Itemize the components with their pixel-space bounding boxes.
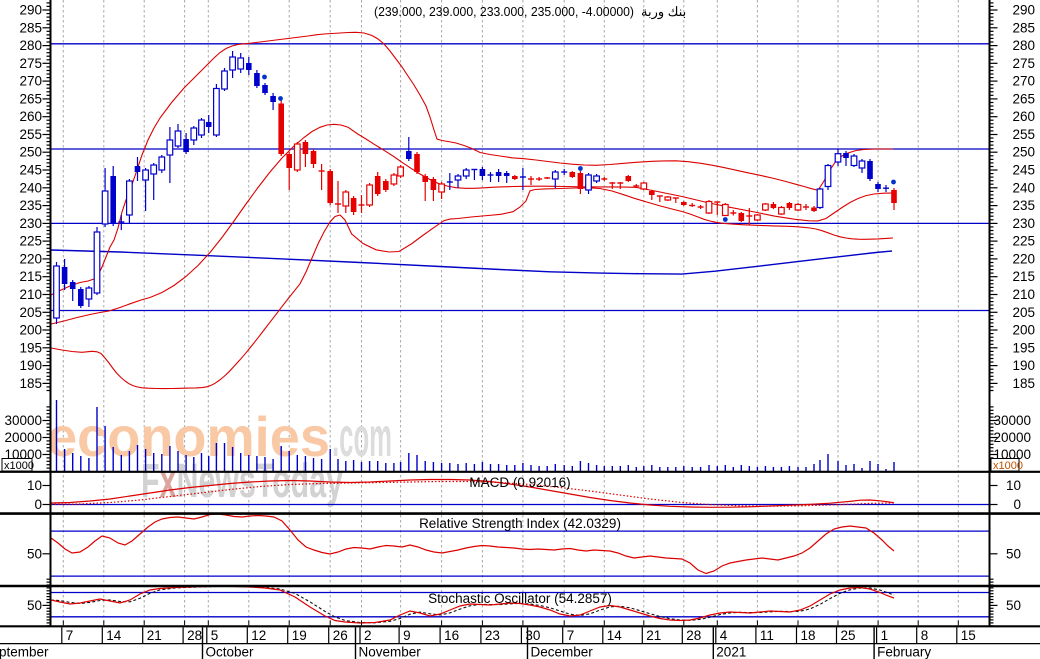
svg-text:23: 23	[485, 628, 500, 643]
svg-text:185: 185	[19, 376, 42, 391]
svg-text:270: 270	[19, 74, 42, 89]
svg-text:4: 4	[720, 628, 728, 643]
svg-text:MACD (0.92016): MACD (0.92016)	[469, 475, 570, 490]
svg-text:185: 185	[1012, 376, 1035, 391]
svg-text:50: 50	[27, 598, 42, 613]
svg-text:215: 215	[19, 269, 42, 284]
svg-text:30000: 30000	[993, 413, 1031, 428]
svg-text:8: 8	[921, 628, 929, 643]
svg-text:Relative Strength Index (42.03: Relative Strength Index (42.0329)	[419, 516, 621, 531]
svg-text:270: 270	[1012, 74, 1035, 89]
svg-text:1: 1	[881, 628, 889, 643]
svg-text:50: 50	[1006, 598, 1021, 613]
svg-text:195: 195	[19, 340, 42, 355]
svg-text:50: 50	[27, 546, 42, 561]
svg-text:235: 235	[19, 198, 42, 213]
svg-text:200: 200	[1012, 323, 1035, 338]
svg-text:Stochastic Oscillator (54.2857: Stochastic Oscillator (54.2857)	[428, 591, 612, 606]
svg-text:x1000: x1000	[4, 460, 34, 472]
svg-text:240: 240	[1012, 180, 1035, 195]
svg-text:250: 250	[1012, 145, 1035, 160]
svg-text:November: November	[359, 645, 422, 659]
svg-text:255: 255	[19, 127, 42, 142]
svg-text:240: 240	[19, 180, 42, 195]
svg-text:14: 14	[607, 628, 623, 643]
svg-text:x1000: x1000	[993, 460, 1023, 472]
svg-text:245: 245	[19, 163, 42, 178]
svg-text:10: 10	[1006, 478, 1021, 493]
svg-text:0: 0	[34, 497, 42, 512]
svg-text:19: 19	[292, 628, 307, 643]
svg-text:285: 285	[1012, 20, 1035, 35]
svg-text:30000: 30000	[4, 413, 42, 428]
svg-text:18: 18	[801, 628, 816, 643]
svg-text:بنك وربة: بنك وربة	[641, 4, 686, 20]
svg-text:280: 280	[1012, 38, 1035, 53]
svg-text:205: 205	[19, 305, 42, 320]
svg-text:225: 225	[1012, 234, 1035, 249]
svg-text:2: 2	[364, 628, 372, 643]
svg-text:275: 275	[19, 56, 42, 71]
svg-text:280: 280	[19, 38, 42, 53]
svg-text:economies: economies	[47, 405, 330, 468]
svg-text:210: 210	[19, 287, 42, 302]
svg-text:2021: 2021	[716, 645, 746, 659]
svg-text:5: 5	[211, 628, 219, 643]
svg-text:20000: 20000	[993, 430, 1031, 445]
svg-text:30: 30	[525, 628, 540, 643]
svg-text:230: 230	[1012, 216, 1035, 231]
svg-text:December: December	[531, 645, 594, 659]
svg-text:230: 230	[19, 216, 42, 231]
svg-text:265: 265	[19, 91, 42, 106]
svg-text:235: 235	[1012, 198, 1035, 213]
svg-text:260: 260	[1012, 109, 1035, 124]
svg-text:11: 11	[760, 628, 774, 643]
svg-text:7: 7	[567, 628, 575, 643]
svg-text:190: 190	[1012, 358, 1035, 373]
svg-text:245: 245	[1012, 163, 1035, 178]
svg-text:215: 215	[1012, 269, 1035, 284]
svg-text:255: 255	[1012, 127, 1035, 142]
svg-text:265: 265	[1012, 91, 1035, 106]
svg-text:21: 21	[646, 628, 661, 643]
svg-text:(239.000, 239.000, 233.000, 23: (239.000, 239.000, 233.000, 235.000, -4.…	[374, 4, 634, 19]
svg-text:20000: 20000	[4, 430, 42, 445]
svg-text:200: 200	[19, 323, 42, 338]
svg-text:220: 220	[19, 251, 42, 266]
svg-text:50: 50	[1006, 546, 1021, 561]
svg-text:190: 190	[19, 358, 42, 373]
svg-text:15: 15	[961, 628, 976, 643]
svg-text:210: 210	[1012, 287, 1035, 302]
svg-text:275: 275	[1012, 56, 1035, 71]
svg-text:0: 0	[1013, 497, 1021, 512]
svg-text:October: October	[206, 645, 255, 659]
svg-text:195: 195	[1012, 340, 1035, 355]
svg-text:21: 21	[147, 628, 162, 643]
svg-text:25: 25	[841, 628, 856, 643]
svg-text:220: 220	[1012, 251, 1035, 266]
svg-text:225: 225	[19, 234, 42, 249]
svg-text:16: 16	[444, 628, 459, 643]
svg-text:10: 10	[27, 478, 42, 493]
svg-text:February: February	[877, 645, 931, 659]
svg-text:26: 26	[333, 628, 348, 643]
svg-text:250: 250	[19, 145, 42, 160]
svg-text:September: September	[0, 645, 49, 659]
svg-text:12: 12	[251, 628, 266, 643]
svg-text:.com: .com	[332, 405, 392, 468]
svg-text:14: 14	[106, 628, 122, 643]
svg-text:205: 205	[1012, 305, 1035, 320]
svg-text:260: 260	[19, 109, 42, 124]
svg-text:290: 290	[19, 3, 42, 18]
svg-text:28: 28	[187, 628, 202, 643]
svg-text:290: 290	[1012, 3, 1035, 18]
svg-text:7: 7	[66, 628, 74, 643]
svg-text:285: 285	[19, 20, 42, 35]
svg-text:28: 28	[686, 628, 701, 643]
svg-text:9: 9	[403, 628, 411, 643]
